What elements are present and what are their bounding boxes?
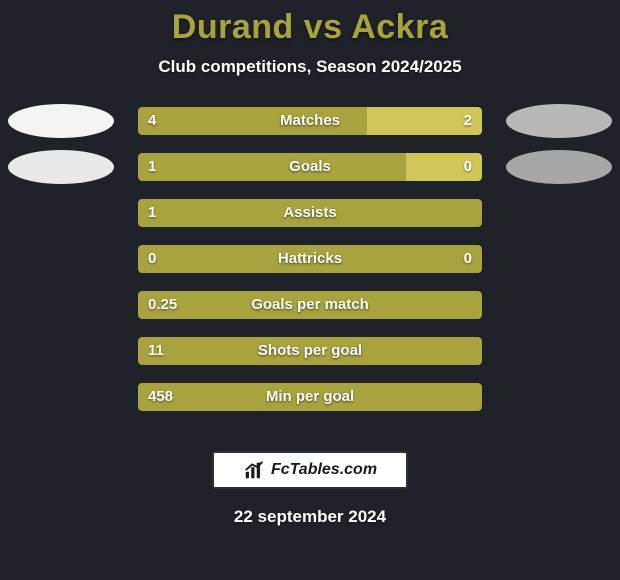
bar-fill-right bbox=[310, 245, 482, 273]
stat-bar: 10Goals bbox=[138, 153, 482, 181]
stat-row: 00Hattricks bbox=[0, 245, 620, 291]
value-left: 1 bbox=[148, 199, 156, 227]
chart-icon bbox=[243, 459, 265, 481]
stat-row: 10Goals bbox=[0, 153, 620, 199]
value-right: 0 bbox=[464, 245, 472, 273]
value-left: 4 bbox=[148, 107, 156, 135]
stat-row: 0.25Goals per match bbox=[0, 291, 620, 337]
stat-bar: 0.25Goals per match bbox=[138, 291, 482, 319]
stat-bar: 42Matches bbox=[138, 107, 482, 135]
bar-fill-left bbox=[138, 337, 482, 365]
bar-fill-left bbox=[138, 107, 367, 135]
stat-bar: 00Hattricks bbox=[138, 245, 482, 273]
stat-bar: 1Assists bbox=[138, 199, 482, 227]
subtitle: Club competitions, Season 2024/2025 bbox=[0, 57, 620, 77]
value-right: 2 bbox=[464, 107, 472, 135]
comparison-card: Durand vs Ackra Club competitions, Seaso… bbox=[0, 0, 620, 580]
value-left: 0 bbox=[148, 245, 156, 273]
page-title: Durand vs Ackra bbox=[0, 8, 620, 47]
stat-bars: 42Matches10Goals1Assists00Hattricks0.25G… bbox=[0, 107, 620, 429]
player-right-badge bbox=[506, 150, 612, 184]
value-left: 458 bbox=[148, 383, 173, 411]
stat-row: 11Shots per goal bbox=[0, 337, 620, 383]
stat-row: 42Matches bbox=[0, 107, 620, 153]
bar-fill-left bbox=[138, 153, 406, 181]
value-left: 11 bbox=[148, 337, 164, 365]
player-right-badge bbox=[506, 104, 612, 138]
bar-fill-left bbox=[138, 291, 482, 319]
stat-row: 1Assists bbox=[0, 199, 620, 245]
bar-fill-left bbox=[138, 199, 482, 227]
value-right: 0 bbox=[464, 153, 472, 181]
logo-text: FcTables.com bbox=[271, 461, 377, 479]
player-left-badge bbox=[8, 150, 114, 184]
source-logo[interactable]: FcTables.com bbox=[212, 451, 408, 489]
stat-row: 458Min per goal bbox=[0, 383, 620, 429]
bar-fill-left bbox=[138, 245, 310, 273]
stat-bar: 11Shots per goal bbox=[138, 337, 482, 365]
value-left: 0.25 bbox=[148, 291, 177, 319]
value-left: 1 bbox=[148, 153, 156, 181]
stat-bar: 458Min per goal bbox=[138, 383, 482, 411]
bar-fill-left bbox=[138, 383, 482, 411]
player-left-badge bbox=[8, 104, 114, 138]
date-label: 22 september 2024 bbox=[0, 507, 620, 527]
